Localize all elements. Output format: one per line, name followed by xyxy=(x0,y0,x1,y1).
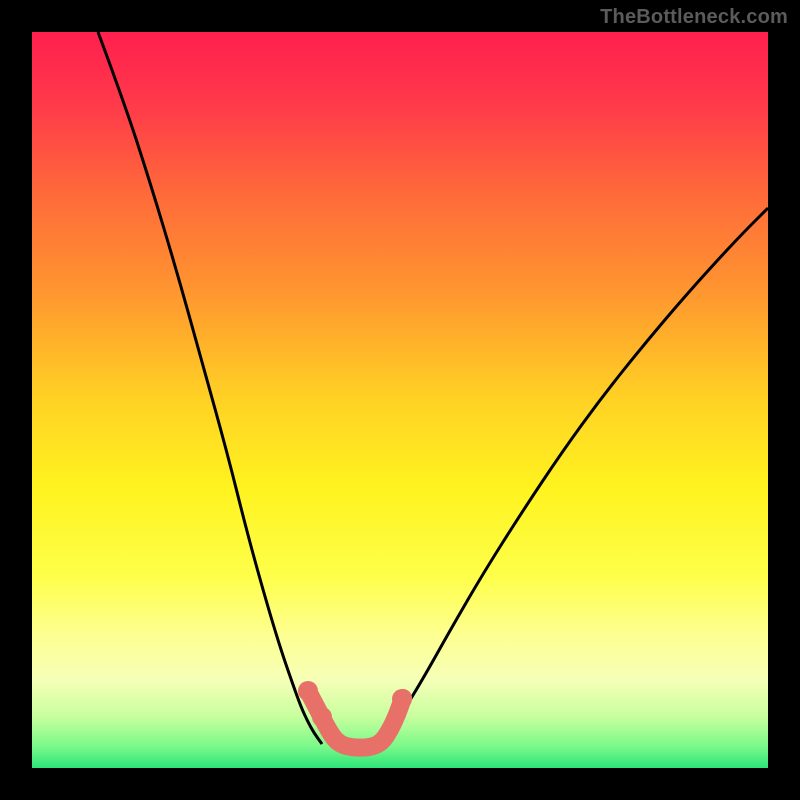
left-curve xyxy=(98,32,322,744)
curve-layer xyxy=(32,32,768,768)
watermark-text: TheBottleneck.com xyxy=(600,6,788,29)
chart-frame: TheBottleneck.com xyxy=(0,0,800,800)
right-curve xyxy=(382,208,768,744)
plot-area xyxy=(32,32,768,768)
